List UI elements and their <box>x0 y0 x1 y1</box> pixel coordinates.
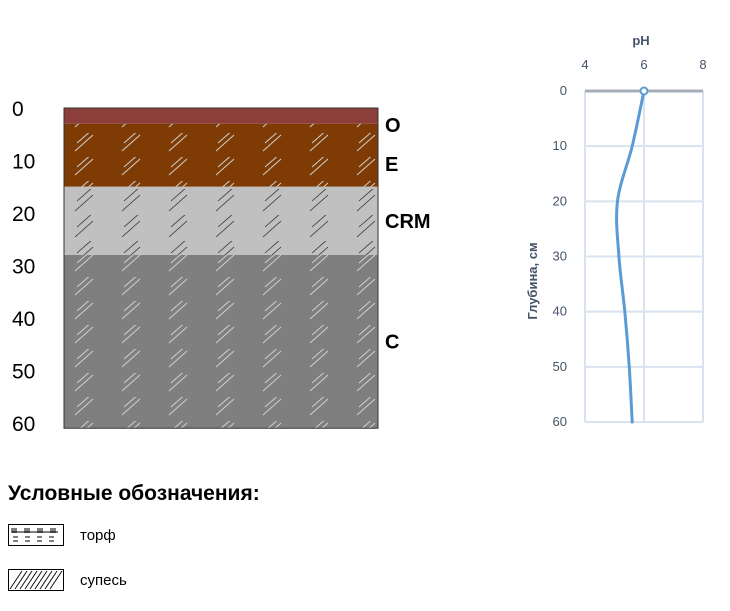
peat-pattern-icon <box>8 524 64 546</box>
ph-data-point <box>639 86 649 96</box>
legend-label-sandy-loam: супесь <box>80 571 127 589</box>
chart-title: pH <box>632 33 649 48</box>
horizon-layers <box>63 107 379 429</box>
horizon-label-c: C <box>385 332 399 354</box>
depth-tick-label: 0 <box>12 98 24 121</box>
ph-series-line <box>615 89 646 424</box>
y-axis-label: Глубина, см <box>525 242 540 319</box>
depth-tick-label: 60 <box>12 413 35 436</box>
legend-title: Условные обозначения: <box>8 482 260 505</box>
sandy-loam-pattern-icon <box>8 569 64 591</box>
x-tick-label: 6 <box>640 57 647 72</box>
y-tick-label: 50 <box>553 359 567 374</box>
chart-grid <box>584 89 704 423</box>
depth-tick-label: 40 <box>12 308 35 331</box>
ph-depth-chart: pH Глубина, см 4 6 8 0 10 20 30 40 50 60 <box>525 33 707 429</box>
horizon-label-e: E <box>385 154 398 176</box>
horizon-label-o: O <box>385 115 401 137</box>
horizon-e-texture <box>64 123 378 187</box>
y-tick-label: 30 <box>553 249 567 264</box>
horizon-crm-texture <box>64 186 378 255</box>
x-tick-label: 8 <box>699 57 706 72</box>
soil-profile: 0 10 20 30 40 50 60 OE CRM C <box>12 98 431 436</box>
horizon-c-texture <box>64 255 378 429</box>
depth-tick-label: 50 <box>12 361 35 384</box>
y-tick-label: 20 <box>553 193 567 208</box>
depth-tick-label: 30 <box>12 256 35 279</box>
x-axis-ticks: 4 6 8 <box>581 57 706 72</box>
horizon-o-layer <box>64 108 378 124</box>
y-tick-label: 60 <box>553 414 567 429</box>
y-tick-label: 40 <box>553 304 567 319</box>
depth-tick-label: 20 <box>12 203 35 226</box>
x-tick-label: 4 <box>581 57 588 72</box>
profile-border <box>63 107 379 429</box>
legend-item-peat: торф <box>8 524 116 546</box>
ph-series <box>615 86 649 424</box>
legend-item-sandy-loam: супесь <box>8 569 127 591</box>
y-tick-label: 10 <box>553 138 567 153</box>
depth-tick-label: 10 <box>12 151 35 174</box>
horizon-label-crm: CRM <box>385 211 431 233</box>
legend-label-peat: торф <box>80 526 116 544</box>
y-axis-ticks: 0 10 20 30 40 50 60 <box>553 83 567 429</box>
horizon-labels: OE CRM C <box>385 115 431 354</box>
y-tick-label: 0 <box>560 83 567 98</box>
depth-axis: 0 10 20 30 40 50 60 <box>12 98 35 436</box>
